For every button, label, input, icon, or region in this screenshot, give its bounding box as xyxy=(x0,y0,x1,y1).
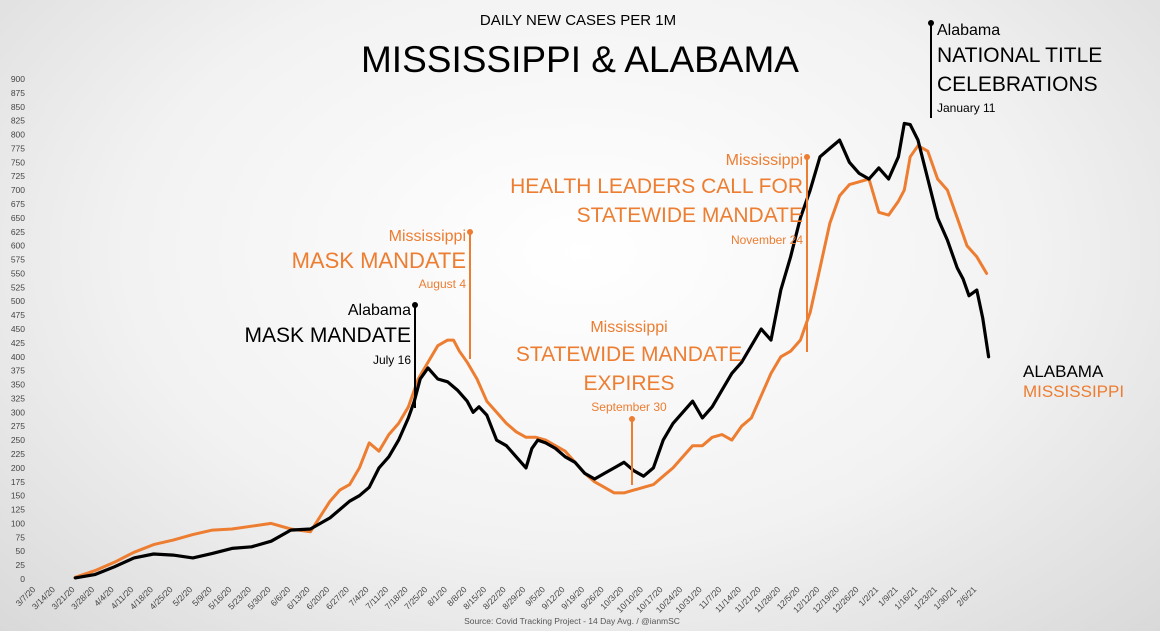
y-tick-label: 500 xyxy=(11,296,25,306)
annotation-date: September 30 xyxy=(591,400,667,414)
annotation-dot xyxy=(928,20,934,26)
y-tick-label: 650 xyxy=(11,213,25,223)
annotation-dot xyxy=(467,229,473,235)
y-tick-label: 275 xyxy=(11,421,25,431)
y-tick-label: 575 xyxy=(11,255,25,265)
series-line-alabama xyxy=(73,121,991,580)
series-line-mississippi xyxy=(73,144,989,579)
y-tick-label: 900 xyxy=(11,74,25,84)
y-tick-label: 225 xyxy=(11,449,25,459)
y-tick-label: 800 xyxy=(11,130,25,140)
annotation-event: MASK MANDATE xyxy=(245,324,411,347)
annotation-mississippi-mask-mandate: Mississippi MASK MANDATE August 4 xyxy=(292,228,473,359)
y-tick-label: 750 xyxy=(11,157,25,167)
y-tick-label: 525 xyxy=(11,282,25,292)
y-tick-label: 850 xyxy=(11,102,25,112)
x-tick-label: 1/2/21 xyxy=(856,584,880,608)
source-note: Source: Covid Tracking Project - 14 Day … xyxy=(464,616,680,626)
y-tick-label: 875 xyxy=(11,88,25,98)
annotation-alabama-national-title: Alabama NATIONAL TITLE CELEBRATIONS Janu… xyxy=(928,20,1102,118)
y-tick-label: 675 xyxy=(11,199,25,209)
annotation-state: Mississippi xyxy=(389,228,466,245)
annotation-alabama-mask-mandate: Alabama MASK MANDATE July 16 xyxy=(245,302,418,408)
y-tick-label: 325 xyxy=(11,393,25,403)
y-tick-label: 600 xyxy=(11,241,25,251)
y-tick-label: 550 xyxy=(11,268,25,278)
y-tick-label: 350 xyxy=(11,380,25,390)
x-tick-label: 2/6/21 xyxy=(954,584,978,608)
y-tick-label: 75 xyxy=(16,532,26,542)
annotation-event-line-1: STATEWIDE MANDATE xyxy=(516,343,742,366)
y-tick-label: 400 xyxy=(11,352,25,362)
annotation-event-line-2: EXPIRES xyxy=(583,372,674,395)
annotation-state: Mississippi xyxy=(590,319,667,336)
y-tick-label: 50 xyxy=(16,546,26,556)
end-label-mississippi: MISSISSIPPI xyxy=(1023,382,1124,401)
annotation-dot xyxy=(412,302,418,308)
annotation-mississippi-health-leaders: Mississippi HEALTH LEADERS CALL FOR STAT… xyxy=(510,152,810,352)
annotation-event-line-1: NATIONAL TITLE xyxy=(937,44,1102,67)
annotation-event-line-2: STATEWIDE MANDATE xyxy=(577,204,803,227)
y-tick-label: 250 xyxy=(11,435,25,445)
annotation-state: Alabama xyxy=(937,22,1000,39)
annotation-state: Mississippi xyxy=(726,152,803,169)
annotation-date: January 11 xyxy=(937,101,996,115)
y-tick-label: 825 xyxy=(11,116,25,126)
series-lines xyxy=(73,121,991,580)
y-tick-label: 375 xyxy=(11,366,25,376)
y-tick-label: 700 xyxy=(11,185,25,195)
y-tick-label: 200 xyxy=(11,463,25,473)
y-tick-label: 175 xyxy=(11,477,25,487)
annotation-date: August 4 xyxy=(419,277,467,291)
y-tick-label: 625 xyxy=(11,227,25,237)
annotation-event: MASK MANDATE xyxy=(292,248,466,273)
y-tick-label: 150 xyxy=(11,491,25,501)
y-tick-label: 475 xyxy=(11,310,25,320)
y-tick-label: 450 xyxy=(11,324,25,334)
y-tick-label: 100 xyxy=(11,518,25,528)
annotation-dot xyxy=(804,154,810,160)
y-tick-label: 775 xyxy=(11,143,25,153)
annotation-dot xyxy=(629,416,635,422)
y-tick-label: 725 xyxy=(11,171,25,181)
annotation-date: July 16 xyxy=(373,353,411,367)
x-tick-label: 5/2/20 xyxy=(170,584,194,608)
y-tick-label: 300 xyxy=(11,407,25,417)
chart-subtitle: DAILY NEW CASES PER 1M xyxy=(480,12,676,29)
annotation-state: Alabama xyxy=(348,302,411,319)
annotation-event-line-1: HEALTH LEADERS CALL FOR xyxy=(510,175,803,198)
end-label-alabama: ALABAMA xyxy=(1023,362,1104,381)
y-tick-label: 125 xyxy=(11,505,25,515)
annotation-date: November 24 xyxy=(731,233,803,247)
y-axis-ticks: 0 25 50 75 100 125 150 175 200 225 250 275 300 325 350… xyxy=(11,74,25,584)
annotation-mississippi-mandate-expires: Mississippi STATEWIDE MANDATE EXPIRES Se… xyxy=(516,319,742,485)
y-tick-label: 0 xyxy=(20,574,25,584)
chart-title: MISSISSIPPI & ALABAMA xyxy=(361,39,799,80)
y-tick-label: 425 xyxy=(11,338,25,348)
x-axis-ticks: 3/7/203/14/203/21/203/28/204/4/204/11/20… xyxy=(14,584,979,615)
x-tick-label: 8/1/20 xyxy=(425,584,449,608)
y-tick-label: 25 xyxy=(16,560,26,570)
annotation-event-line-2: CELEBRATIONS xyxy=(937,73,1098,96)
